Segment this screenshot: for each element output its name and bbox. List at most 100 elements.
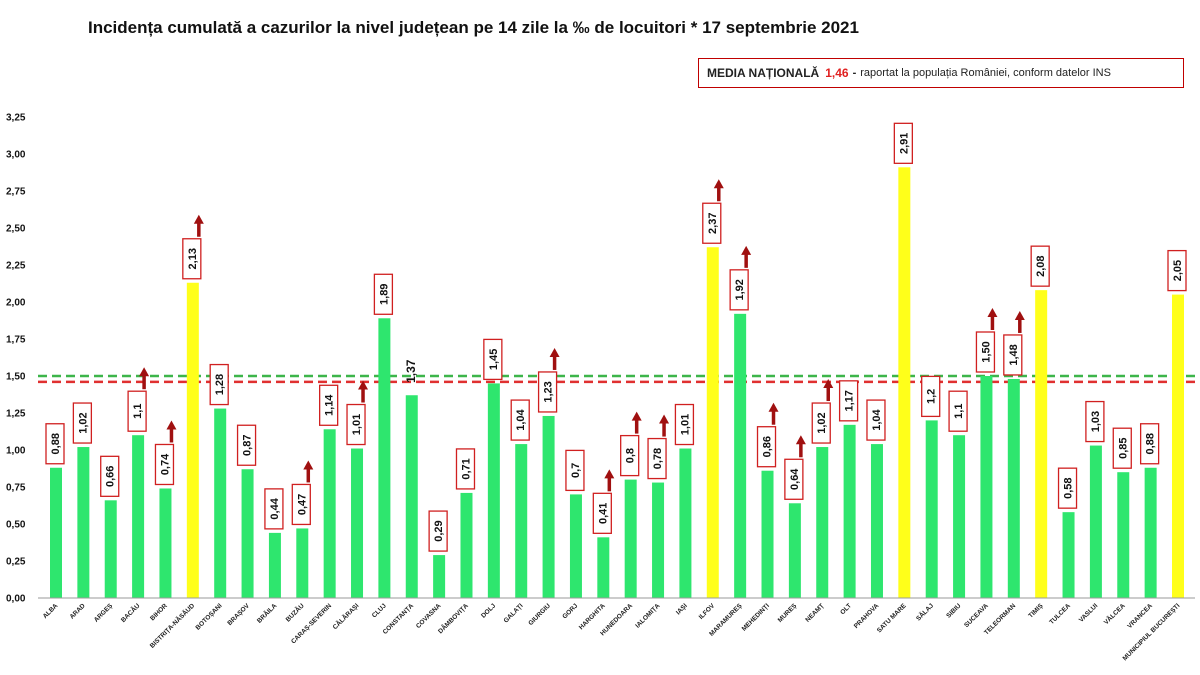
value-label: 1,02 (811, 402, 831, 444)
x-tick-label: IALOMIȚA (634, 602, 661, 629)
value-label: 1,01 (674, 403, 695, 446)
bar-arad (77, 447, 90, 598)
trend-arrow-head (139, 367, 150, 377)
bar-hunedoara (624, 479, 637, 598)
value-label: 2,08 (1030, 245, 1050, 287)
bar-satu-mare (898, 167, 911, 598)
value-label-text: 2,08 (1035, 255, 1047, 276)
x-tick-label: PRAHOVA (853, 602, 881, 630)
x-tick-label: GALAȚI (503, 602, 525, 624)
value-label-box (510, 399, 530, 441)
x-tick-label: BIHOR (149, 602, 169, 622)
value-label: 0,85 (1112, 427, 1132, 469)
bar-timiș (1035, 290, 1048, 598)
value-label: 0,78 (647, 437, 667, 480)
x-tick-label: GORJ (561, 602, 579, 620)
bar-botoșani (214, 408, 227, 598)
value-label: 0,8 (620, 434, 640, 477)
value-label: 0,71 (455, 448, 476, 490)
value-label-text: 1,1 (132, 404, 144, 419)
bar-buzău (296, 528, 309, 598)
bar-bistrița-năsăud (186, 282, 199, 598)
value-label: 2,37 (702, 202, 722, 244)
bar-ilfov (706, 247, 719, 599)
bar-harghita (597, 537, 610, 598)
y-tick-label: 2,25 (6, 261, 26, 272)
bar-alba (50, 467, 62, 598)
value-label-box (1139, 423, 1160, 465)
value-label-box (1030, 245, 1050, 287)
x-tick-label: TULCEA (1048, 602, 1072, 626)
x-tick-label: OLT (839, 602, 853, 616)
x-tick-label: ILFOV (698, 602, 717, 621)
bar-maramureș (734, 313, 747, 598)
bar-brăila (268, 532, 281, 598)
value-label-box (1085, 400, 1105, 443)
bar-ialomița (652, 482, 665, 598)
value-label-text: 1,01 (351, 414, 363, 435)
value-label-box (729, 269, 749, 311)
trend-arrow-head (303, 460, 314, 470)
value-label: 0,58 (1057, 467, 1078, 509)
value-label-box (72, 402, 93, 444)
trend-arrow-head (659, 414, 670, 424)
value-label-text: 0,66 (105, 466, 117, 487)
bar-cluj (378, 318, 391, 598)
value-label-text: 0,88 (50, 433, 62, 454)
bar-brașov (241, 469, 254, 598)
value-label: 0,41 (592, 492, 612, 534)
x-tick-label: COVASNA (415, 602, 443, 630)
bar-bihor (159, 488, 172, 598)
bar-constanța (405, 395, 418, 598)
x-tick-label: GIURGIU (527, 602, 552, 627)
value-label-text: 0,86 (762, 436, 774, 457)
value-label-text: 1,50 (980, 341, 992, 362)
national-average-dash: - (852, 67, 857, 79)
trend-arrow-head (166, 420, 177, 430)
value-label-text: 0,41 (597, 503, 609, 524)
bar-argeș (104, 500, 117, 598)
value-label-box (346, 403, 366, 446)
value-label: 1,01 (346, 403, 366, 446)
value-label-text: 0,64 (789, 468, 801, 490)
value-label-box (975, 331, 996, 373)
value-label: 2,91 (893, 122, 913, 164)
value-label: 1,17 (838, 380, 859, 422)
bar-tulcea (1062, 512, 1075, 598)
value-label-text: 1,04 (515, 408, 527, 430)
y-tick-label: 2,50 (6, 224, 26, 235)
national-average-note: raportat la populația României, conform … (860, 67, 1111, 79)
y-tick-label: 0,25 (6, 557, 26, 568)
x-tick-label: SATU MARE (876, 602, 908, 634)
trend-arrow-head (358, 380, 369, 390)
value-label-text: 2,05 (1172, 260, 1184, 281)
value-label: 0,86 (756, 426, 777, 468)
value-label: 0,88 (45, 423, 65, 465)
value-label: 1,1 (127, 390, 147, 432)
bars: 0,88 1,02 0,66 1,1 0,74 2,13 1,28 0,87 0,44 0,47 1… (45, 122, 1187, 599)
x-tick-label: ALBA (42, 602, 60, 620)
x-tick-label: HARGHITA (578, 602, 607, 631)
x-tick-label: CĂLĂRAȘI (330, 601, 360, 631)
value-label: 1,02 (72, 402, 93, 444)
national-average-value: 1,46 (825, 66, 849, 80)
value-label: 1,89 (373, 273, 394, 315)
value-label-text: 0,29 (433, 520, 445, 541)
trend-arrow-head (823, 379, 834, 389)
value-label-text: 2,13 (187, 248, 199, 269)
value-label: 1,92 (729, 269, 749, 311)
x-tick-label: BISTRIȚA-NĂSĂUD (147, 601, 196, 650)
bar-mehedinți (761, 470, 774, 598)
y-tick-label: 3,25 (6, 113, 26, 124)
reference-lines (38, 374, 1195, 384)
bar-dolj (487, 383, 500, 598)
value-label-box (921, 375, 941, 418)
x-tick-label: IAȘI (675, 602, 689, 616)
x-tick-label: NEAMȚ (804, 602, 825, 623)
x-tick-label: MUREȘ (777, 602, 799, 624)
value-label-text: 0,74 (159, 453, 171, 475)
x-tick-label: BACĂU (119, 601, 142, 624)
value-label-box (620, 434, 640, 477)
y-tick-label: 1,50 (6, 372, 26, 383)
